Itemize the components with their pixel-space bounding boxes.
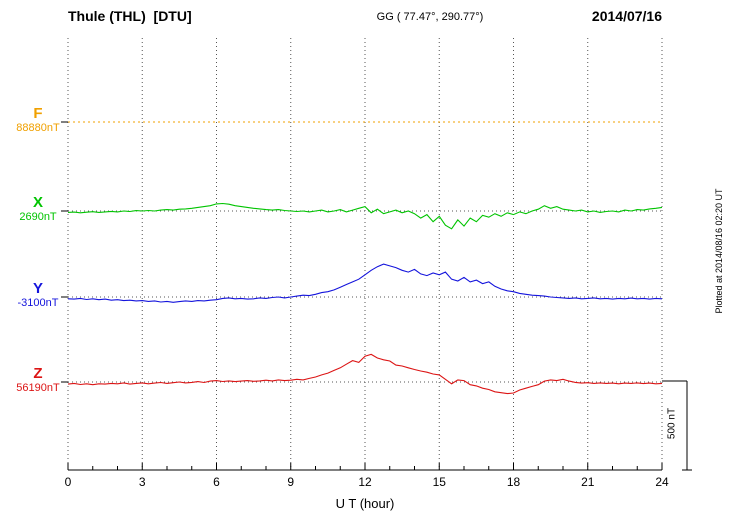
series-label-Z: Z 56190nT <box>2 365 74 395</box>
series-baseline-value-Y: -3100nT <box>17 297 59 309</box>
trace-Z <box>67 353 663 395</box>
series-name-Y: Y <box>32 280 43 297</box>
plotted-at-note: Plotted at 2014/08/16 02:20 UT <box>714 188 724 314</box>
trace-Y <box>67 263 663 303</box>
series-label-F: F 88880nT <box>2 105 74 135</box>
series-name-Z: Z <box>33 365 43 382</box>
trace-X <box>67 202 663 230</box>
station-title: Thule (THL) [DTU] <box>68 8 192 24</box>
x-axis-label: U T (hour) <box>335 496 395 511</box>
x-tick-label: 6 <box>213 475 220 489</box>
x-tick-label: 0 <box>64 475 72 489</box>
x-tick-label: 12 <box>358 475 372 489</box>
x-tick-label: 18 <box>506 475 521 489</box>
geographic-coordinates: GG ( 77.47°, 290.77°) <box>376 11 484 23</box>
plot-date: 2014/07/16 <box>591 8 662 24</box>
series-name-F: F <box>33 105 43 122</box>
series-baseline-value-Z: 56190nT <box>16 382 60 394</box>
series-name-X: X <box>32 194 43 211</box>
x-tick-label: 3 <box>138 475 146 489</box>
scale-bar-label: 500 nT <box>666 407 678 440</box>
series-baseline-value-F: 88880nT <box>16 122 60 134</box>
series-baseline-value-X: 2690nT <box>19 211 57 223</box>
x-tick-label: 24 <box>655 475 669 489</box>
x-tick-label: 21 <box>581 475 595 489</box>
series-label-X: X 2690nT <box>2 194 74 224</box>
x-tick-label: 15 <box>432 475 446 489</box>
x-tick-label: 9 <box>287 475 295 489</box>
series-label-Y: Y -3100nT <box>2 280 74 310</box>
